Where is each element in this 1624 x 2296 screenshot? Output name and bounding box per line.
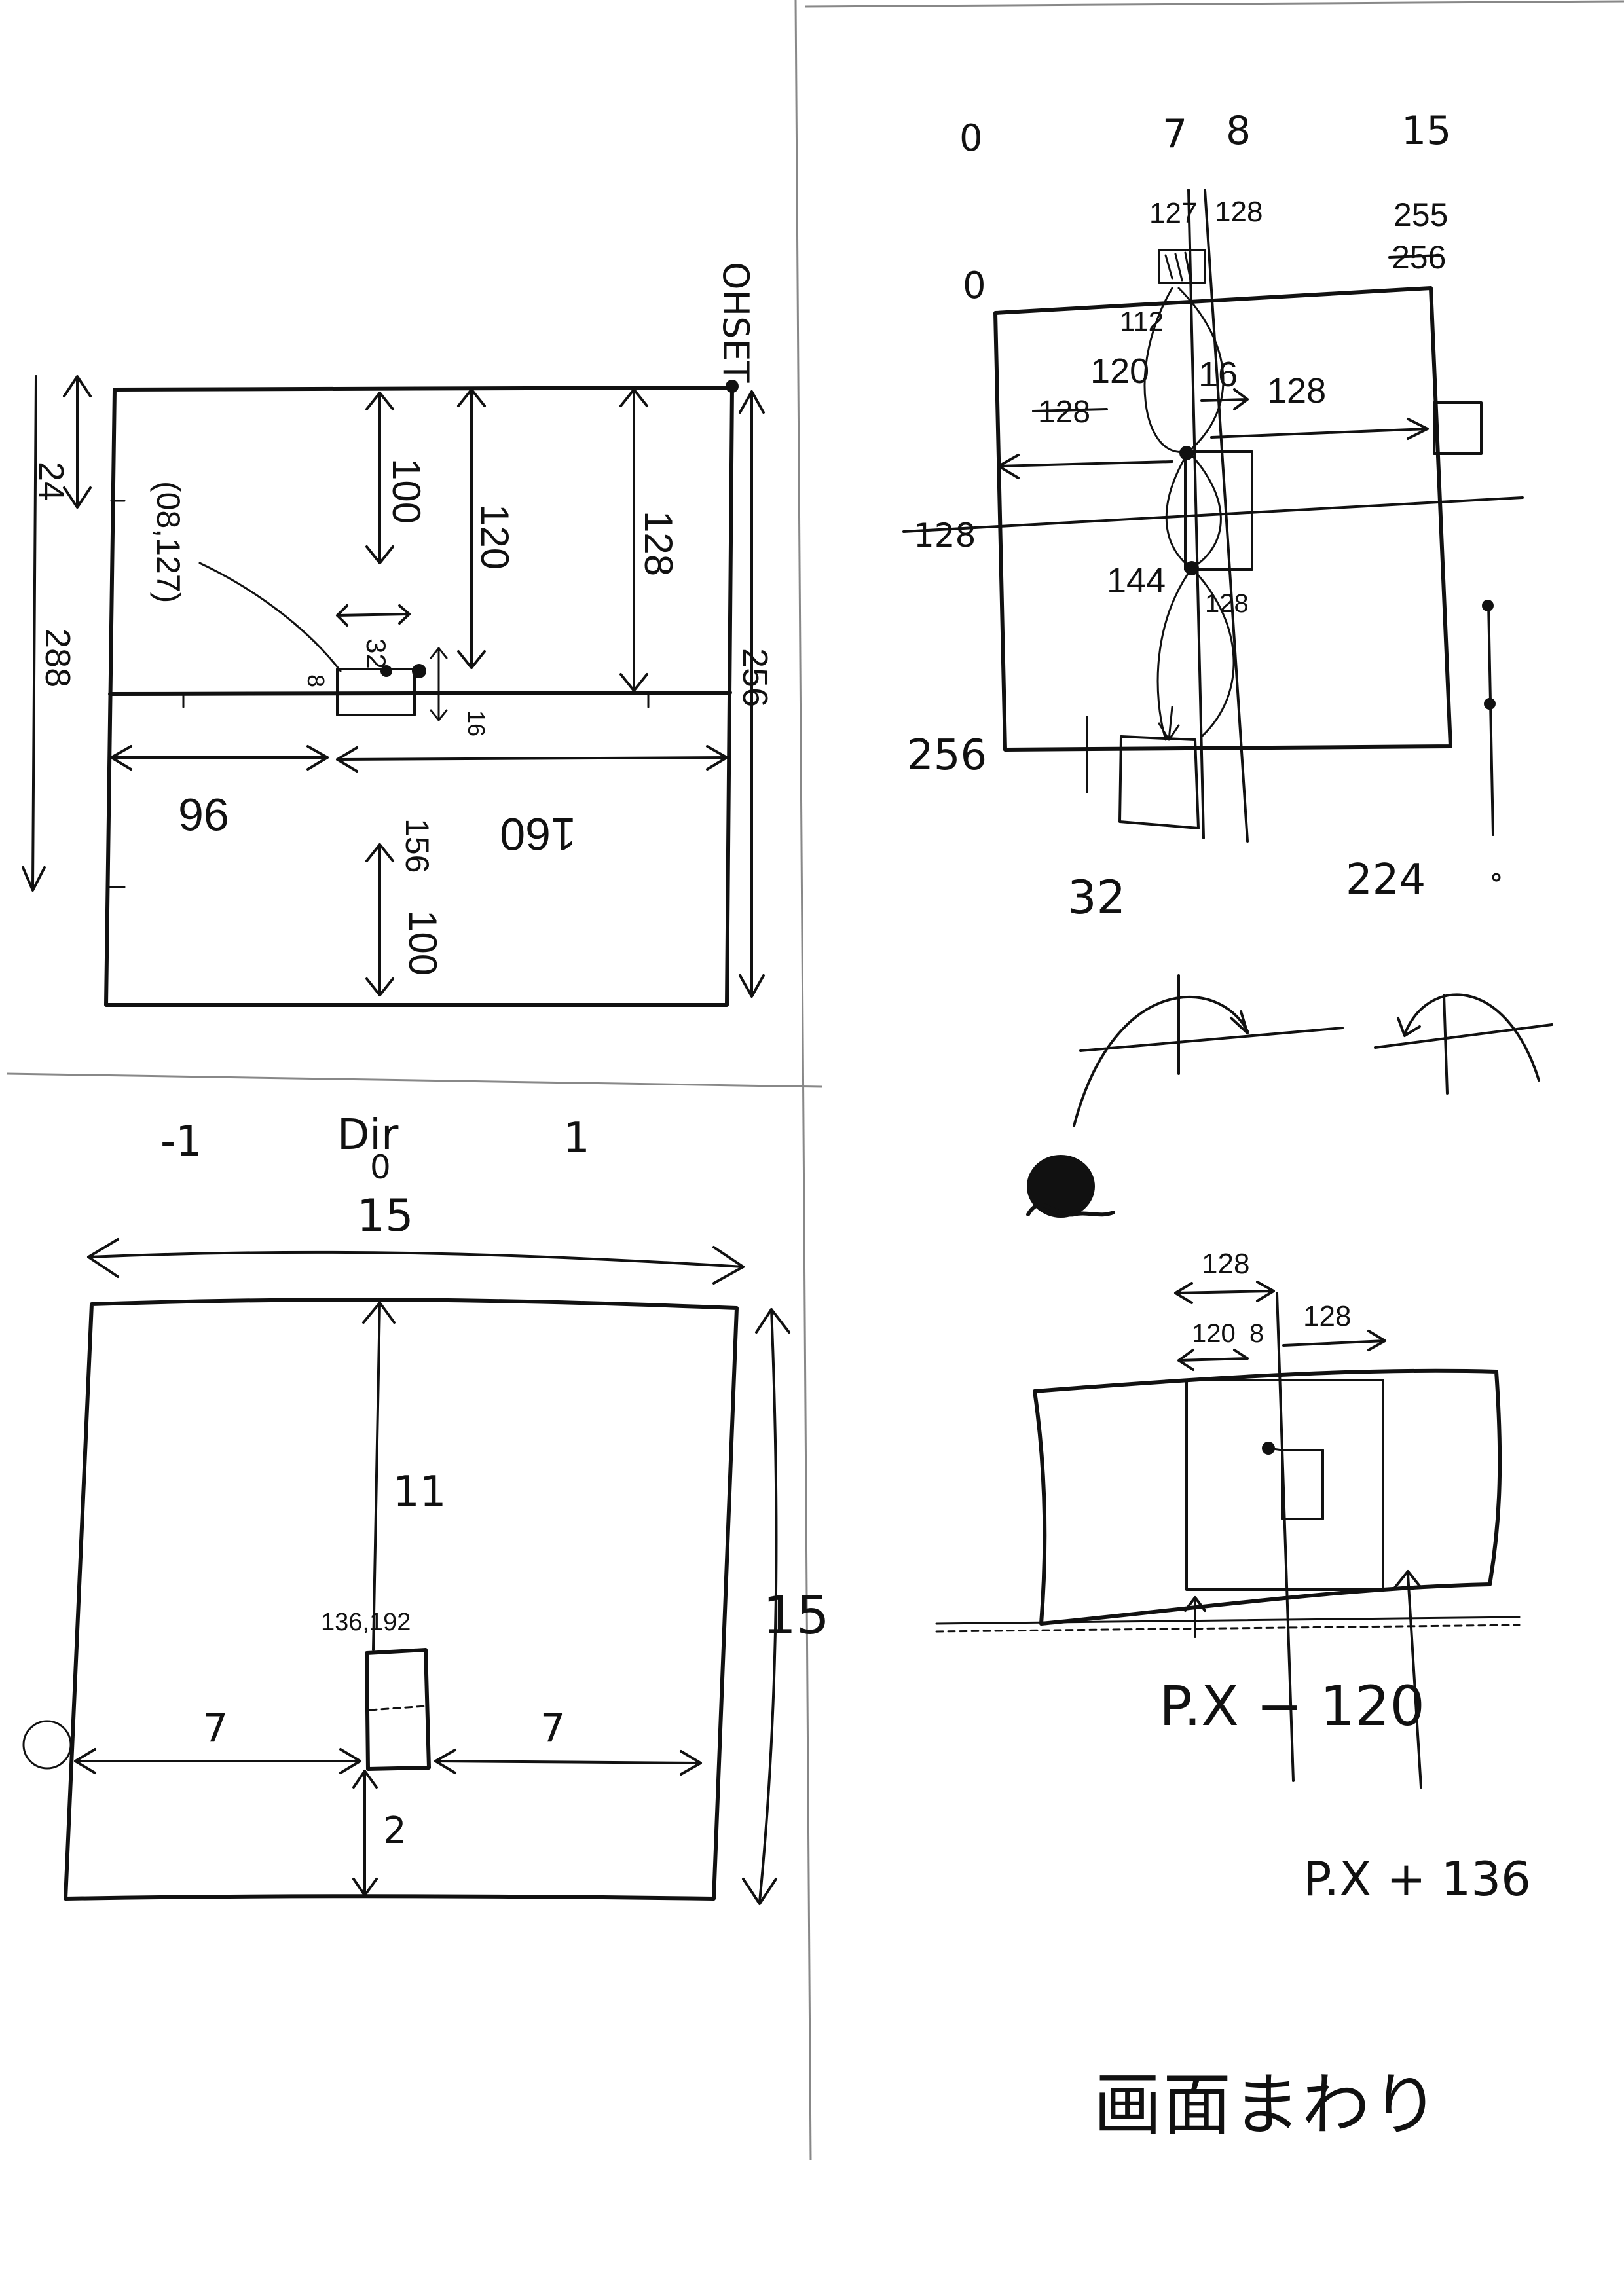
dim-100-bottom: 100 <box>401 910 445 975</box>
dim-156: 156 <box>399 818 435 873</box>
dim-24: 24 <box>31 462 71 501</box>
page-caption: 画面まわり <box>1094 2065 1441 2145</box>
dim-15-height: 15 <box>763 1585 830 1646</box>
sprite-dot-icon <box>380 665 392 677</box>
coord-label: (08,127) <box>150 481 187 603</box>
dim-16: 16 <box>463 710 490 737</box>
dim-15-width: 15 <box>357 1190 414 1242</box>
fold-lines <box>6 0 1624 2161</box>
inner-144: 144 <box>1107 561 1166 600</box>
inner-128-left: 128 <box>1038 395 1090 429</box>
scroll-dim-128-b: 128 <box>1303 1300 1351 1332</box>
scroll-dim-120: 120 <box>1192 1319 1236 1348</box>
dim-8: 8 <box>303 674 329 687</box>
marker-dot-icon <box>1482 600 1494 611</box>
col-label-7: 7 <box>1162 111 1187 157</box>
sprite-dot-icon <box>412 664 426 678</box>
dim-2: 2 <box>383 1810 407 1852</box>
formula-left: P.X − 120 <box>1159 1674 1425 1738</box>
jump-arc-right-icon <box>1073 974 1344 1127</box>
corner-label: OHSET <box>715 262 756 384</box>
dim-160: 160 <box>500 809 576 860</box>
top-value-128: 128 <box>1215 196 1263 228</box>
scroll-dim-8: 8 <box>1249 1319 1264 1348</box>
player-point: 136,192 <box>321 1609 411 1636</box>
top-value-255: 255 <box>1393 196 1448 233</box>
corner-dot-icon <box>726 380 739 393</box>
inner-16: 16 <box>1198 355 1238 394</box>
panel-bottom-left: -1 Dir 0 1 15 11 15 136,192 7 7 2 <box>22 1111 830 1905</box>
panel-top-right: 0 7 8 15 127 128 255 256 0 128 256 112 1… <box>902 108 1553 1906</box>
panel-top-left: OHSET 24 288 100 120 128 (08,127) 32 <box>22 262 775 1007</box>
ink-blob-icon <box>1026 1155 1115 1218</box>
formula-right: P.X + 136 <box>1303 1851 1531 1906</box>
scroll-dim-128-a: 128 <box>1202 1248 1249 1280</box>
bottom-label-32: 32 <box>1067 871 1126 924</box>
row-label-128: 128 <box>913 517 976 555</box>
dim-7-right: 7 <box>540 1705 565 1751</box>
row-label-0: 0 <box>963 264 986 307</box>
dir-value-0: 0 <box>370 1148 391 1186</box>
jump-arc-left-icon <box>1374 993 1553 1095</box>
dim-7-left: 7 <box>203 1705 228 1751</box>
edge-circle-icon <box>22 1720 72 1770</box>
dim-11: 11 <box>393 1468 446 1516</box>
col-label-15: 15 <box>1401 108 1451 154</box>
dir-title: Dir <box>337 1111 399 1159</box>
inner-128-right: 128 <box>1267 371 1326 410</box>
col-label-0: 0 <box>959 117 983 160</box>
dim-128: 128 <box>637 511 680 576</box>
marker-dot-icon <box>1484 698 1496 710</box>
dim-288: 288 <box>38 629 77 687</box>
bottom-label-224: 224 <box>1346 856 1426 904</box>
row-label-256: 256 <box>907 731 987 780</box>
dim-32: 32 <box>361 638 392 669</box>
dir-value-minus-1: -1 <box>160 1118 202 1166</box>
dir-value-1: 1 <box>563 1114 590 1163</box>
col-label-8: 8 <box>1226 108 1251 154</box>
dim-256: 256 <box>735 648 775 707</box>
inner-120: 120 <box>1090 352 1149 391</box>
dim-96: 96 <box>178 789 229 840</box>
dim-100-top: 100 <box>384 458 428 524</box>
dim-120: 120 <box>473 504 517 570</box>
